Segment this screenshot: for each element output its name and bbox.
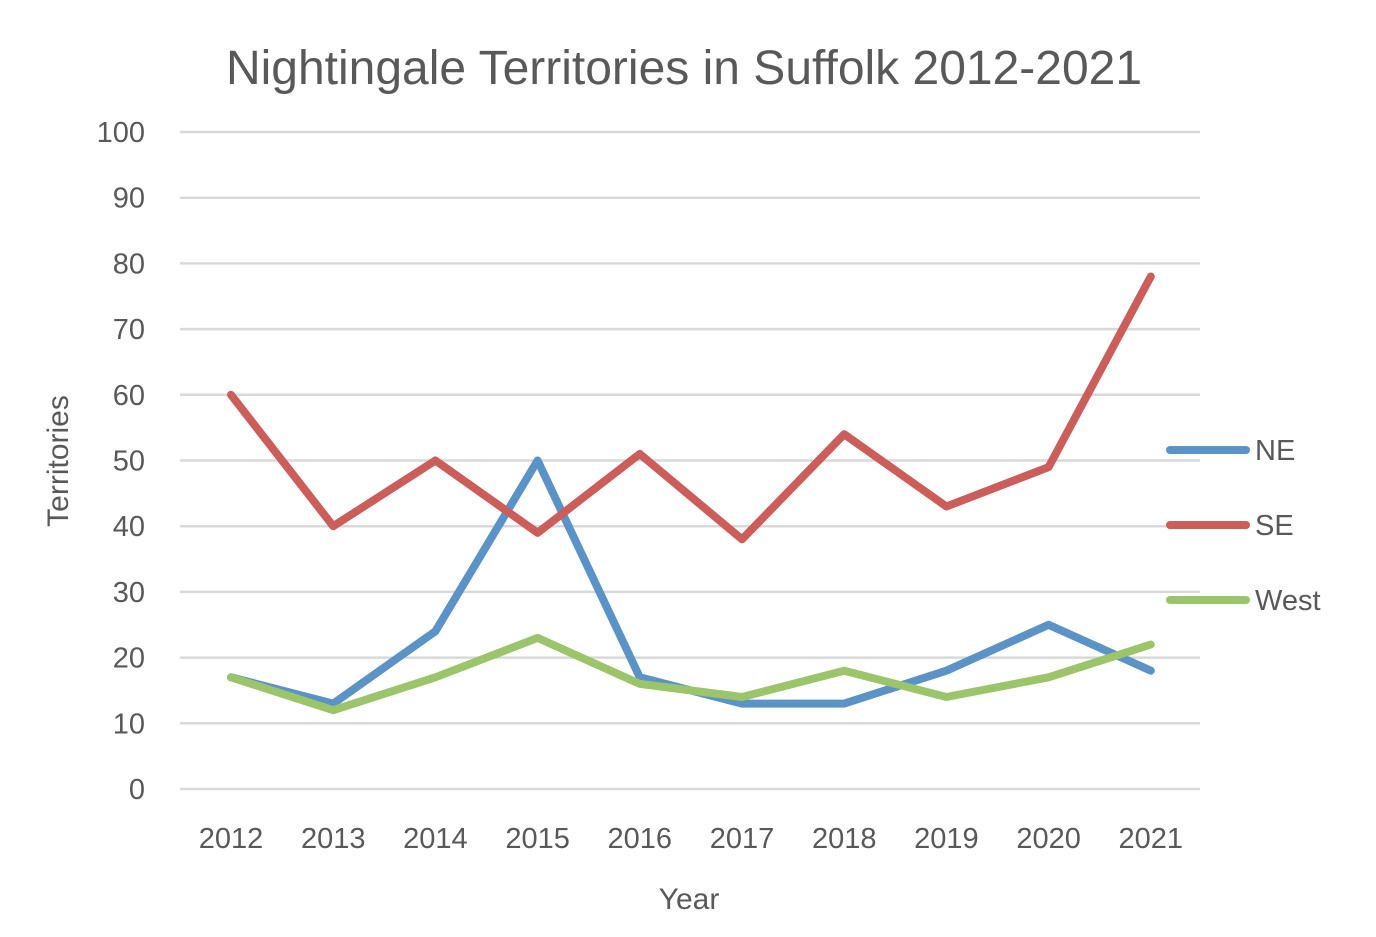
y-tick-label: 40 [113,511,145,543]
y-tick-label: 70 [113,314,145,346]
y-tick-label: 30 [113,577,145,609]
series-line-se [227,272,1155,544]
y-tick-label: 10 [113,708,145,740]
x-axis-label: Year [659,883,720,916]
y-tick-label: 100 [97,117,145,149]
legend-label-ne: NE [1255,435,1295,467]
legend-label-west: West [1255,585,1321,617]
x-axis-tick-labels: 2012 2013 2014 2015 2016 2017 2018 2019 2020 2021 [199,823,1183,855]
y-tick-label: 60 [113,380,145,412]
x-tick-label: 2015 [505,823,570,855]
gridlines [180,130,1200,791]
chart-title: Nightingale Territories in Suffolk 2012-… [226,42,1142,95]
x-tick-label: 2017 [710,823,775,855]
x-tick-label: 2021 [1119,823,1184,855]
x-tick-label: 2019 [914,823,979,855]
series-line-west [227,633,1155,715]
x-tick-label: 2014 [403,823,468,855]
y-tick-label: 20 [113,643,145,675]
y-tick-label: 90 [113,183,145,215]
y-tick-label: 50 [113,446,145,478]
x-tick-label: 2013 [301,823,366,855]
y-tick-label: 0 [129,774,145,806]
y-axis-label: Territories [42,395,75,527]
x-tick-label: 2012 [199,823,264,855]
series-lines [227,272,1155,715]
legend: NE SE West [1166,435,1321,617]
x-tick-label: 2020 [1016,823,1081,855]
y-tick-label: 80 [113,248,145,280]
x-tick-label: 2018 [812,823,877,855]
y-axis-tick-labels: 0 10 20 30 40 50 60 70 80 90 100 [97,117,145,806]
x-tick-label: 2016 [608,823,673,855]
legend-label-se: SE [1255,510,1294,542]
